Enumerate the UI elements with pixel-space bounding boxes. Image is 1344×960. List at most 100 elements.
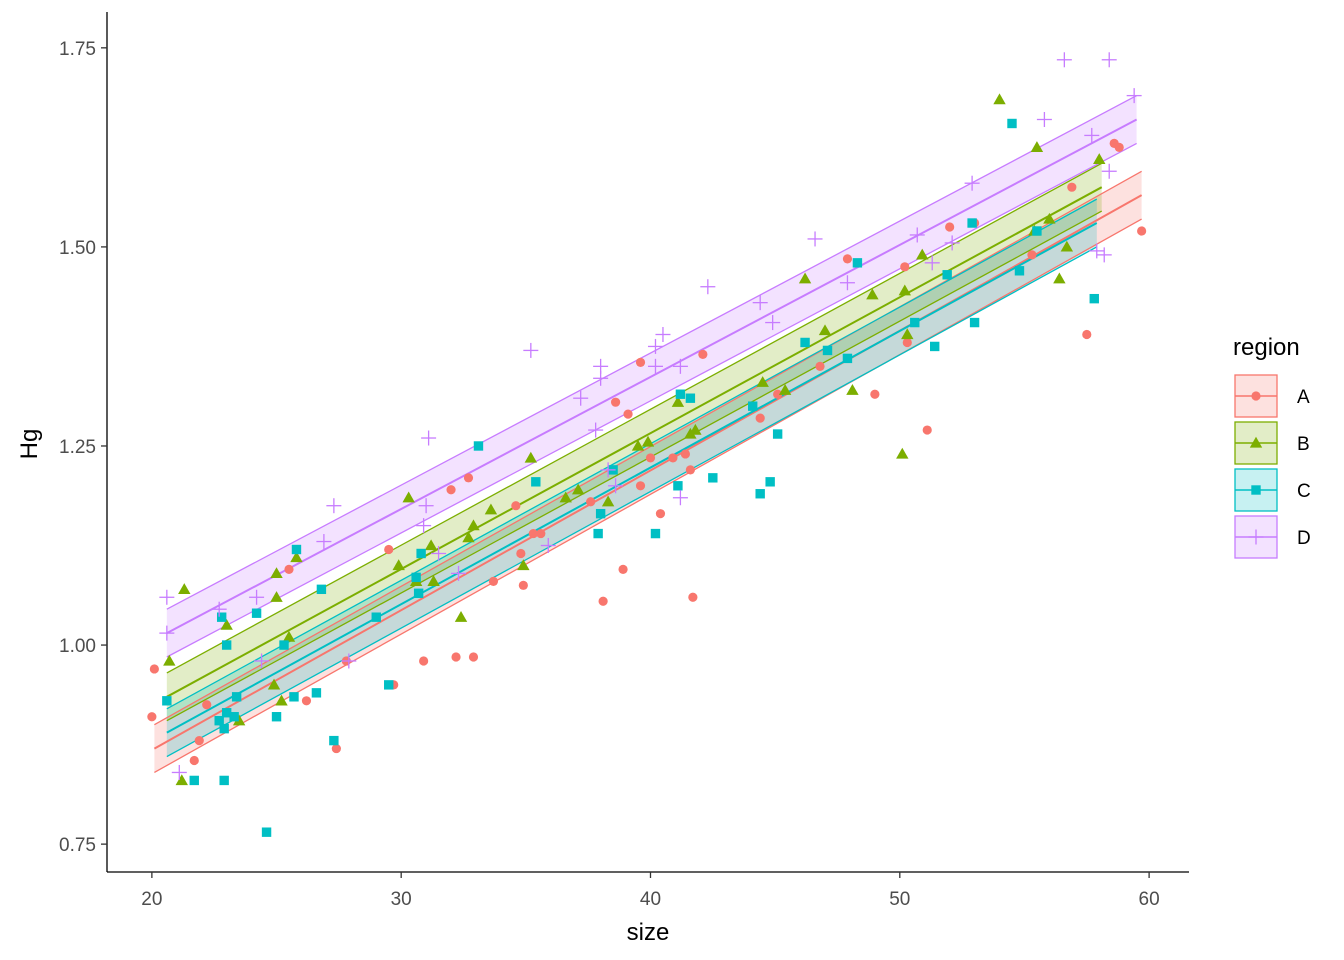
point-a — [536, 528, 546, 539]
point-c — [1007, 118, 1017, 129]
legend-label-d: D — [1297, 528, 1311, 549]
point-c — [708, 473, 718, 483]
point-b — [220, 618, 233, 630]
x-tick-label: 30 — [391, 889, 412, 910]
point-a — [284, 564, 294, 575]
band-lower-c — [166, 246, 1098, 758]
x-tick-label: 50 — [889, 889, 910, 910]
point-d — [765, 315, 781, 331]
point-c — [772, 429, 783, 439]
point-d — [540, 538, 556, 554]
point-c — [329, 735, 339, 746]
point-c — [473, 441, 484, 451]
point-d — [839, 275, 855, 291]
point-b — [866, 288, 879, 300]
point-a — [1067, 182, 1077, 192]
point-d — [418, 498, 434, 514]
point-d — [159, 625, 175, 641]
point-d — [416, 518, 432, 534]
point-d — [1101, 163, 1117, 179]
point-c — [800, 337, 810, 348]
point-c — [279, 640, 289, 650]
band-lower-b — [166, 210, 1103, 722]
point-d — [1084, 127, 1100, 143]
point-c — [930, 341, 940, 352]
point-b — [484, 503, 498, 515]
point-d — [600, 462, 616, 478]
point-c — [531, 477, 541, 487]
point-c — [311, 688, 322, 698]
point-c — [842, 353, 853, 364]
point-c — [593, 528, 603, 539]
point-a — [680, 449, 690, 459]
point-b — [601, 495, 615, 507]
point-d — [211, 601, 227, 617]
legend-item-b: B — [1234, 421, 1310, 465]
point-d — [326, 498, 342, 514]
point-d — [672, 490, 688, 506]
point-d — [573, 390, 589, 406]
point-c — [673, 481, 683, 491]
point-a — [189, 755, 199, 766]
point-c — [416, 548, 426, 559]
fit-lines — [153, 95, 1143, 774]
point-b — [993, 93, 1006, 105]
point-b — [631, 439, 645, 451]
point-b — [559, 491, 572, 503]
point-a — [623, 409, 633, 419]
point-d — [924, 255, 940, 271]
point-b — [175, 774, 188, 786]
point-c — [822, 345, 833, 356]
point-c — [216, 612, 227, 622]
band-lower-a — [154, 218, 1142, 774]
x-tick-label: 20 — [141, 889, 162, 910]
point-b — [454, 610, 468, 622]
point-d — [1056, 52, 1072, 68]
point-b — [402, 491, 415, 503]
point-d — [451, 565, 467, 581]
point-c — [1089, 293, 1099, 304]
point-d — [159, 589, 175, 605]
point-a — [773, 389, 783, 399]
point-a — [698, 349, 708, 360]
band-lower-d — [166, 142, 1137, 658]
legend-marker-d — [1248, 529, 1264, 545]
fit-line-a — [153, 194, 1143, 750]
point-c — [221, 640, 232, 650]
point-c — [1014, 266, 1025, 276]
y-axis-title: Hg — [16, 429, 43, 460]
fit-line-c — [166, 222, 1098, 734]
legend-marker-c — [1251, 485, 1261, 495]
point-d — [171, 764, 187, 780]
point-a — [488, 576, 499, 586]
legend-item-c: C — [1234, 468, 1311, 512]
point-c — [910, 317, 920, 328]
point-a — [842, 254, 853, 264]
point-d — [431, 545, 447, 561]
point-d — [944, 235, 960, 251]
point-b — [1093, 153, 1106, 164]
point-b — [427, 575, 440, 587]
point-c — [291, 544, 302, 555]
point-c — [271, 712, 282, 722]
point-b — [818, 324, 832, 336]
band-upper-b — [166, 162, 1103, 674]
x-axis-title: size — [627, 919, 670, 946]
point-b — [1043, 212, 1056, 224]
fit-line-d — [166, 118, 1138, 634]
point-b — [270, 591, 283, 602]
y-tick-label: 1.00 — [59, 636, 96, 657]
x-tick-label: 40 — [640, 889, 661, 910]
legend-item-d: D — [1234, 515, 1311, 559]
point-a — [419, 656, 429, 666]
point-b — [916, 248, 929, 260]
y-axis-ticks: 0.75 1.00 1.25 1.50 1.75 — [59, 39, 107, 856]
y-tick-label: 1.75 — [59, 39, 96, 60]
point-d — [254, 653, 270, 669]
point-a — [1114, 142, 1124, 152]
point-c — [316, 584, 327, 595]
point-a — [468, 652, 479, 662]
point-d — [909, 227, 925, 243]
point-c — [755, 489, 765, 499]
